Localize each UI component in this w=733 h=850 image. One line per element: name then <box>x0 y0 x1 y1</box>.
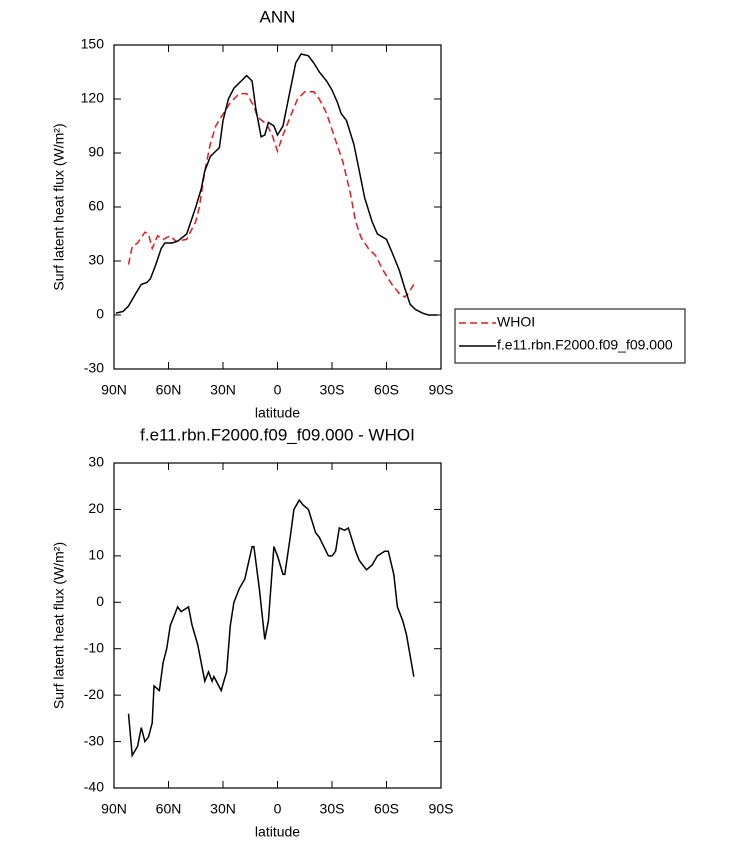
x-tick-label: 60N <box>156 382 182 398</box>
x-tick-label: 0 <box>274 801 282 817</box>
legend: WHOI f.e11.rbn.F2000.f09_f09.000 <box>454 308 686 364</box>
x-tick-label: 90N <box>101 801 127 817</box>
y-tick-label: 60 <box>88 198 104 214</box>
data-line <box>127 91 415 298</box>
legend-box <box>454 308 686 364</box>
x-tick-label: 60S <box>374 801 399 817</box>
y-tick-label: -30 <box>84 732 104 748</box>
y-tick-label: -30 <box>84 360 104 376</box>
legend-label: WHOI <box>497 314 535 330</box>
data-line <box>115 53 438 316</box>
x-axis-label: latitude <box>255 405 300 421</box>
x-tick-label: 30S <box>320 801 345 817</box>
y-axis-label: Surf latent heat flux (W/m²) <box>51 542 67 709</box>
x-tick-label: 60N <box>156 801 182 817</box>
chart-title: f.e11.rbn.F2000.f09_f09.000 - WHOI <box>140 425 415 444</box>
y-axis-label: Surf latent heat flux (W/m²) <box>51 123 67 290</box>
data-line <box>127 498 415 758</box>
y-tick-label: 120 <box>81 90 105 106</box>
x-tick-label: 30S <box>320 382 345 398</box>
x-tick-label: 30N <box>210 382 236 398</box>
plot-frame <box>113 44 442 370</box>
x-axis-label: latitude <box>255 824 300 840</box>
x-tick-label: 60S <box>374 382 399 398</box>
y-tick-label: 30 <box>88 454 104 470</box>
legend-label: f.e11.rbn.F2000.f09_f09.000 <box>497 337 673 353</box>
plot-frame <box>113 462 442 789</box>
y-tick-label: -40 <box>84 779 104 795</box>
y-tick-label: 20 <box>88 500 104 516</box>
x-tick-label: 90S <box>429 382 454 398</box>
y-tick-label: 150 <box>81 36 105 52</box>
y-tick-label: 90 <box>88 144 104 160</box>
y-tick-label: -20 <box>84 686 104 702</box>
chart-title: ANN <box>260 7 296 26</box>
x-tick-label: 30N <box>210 801 236 817</box>
x-tick-label: 0 <box>274 382 282 398</box>
y-tick-label: 0 <box>96 306 104 322</box>
y-tick-label: 30 <box>88 252 104 268</box>
y-tick-label: 10 <box>88 547 104 563</box>
x-tick-label: 90S <box>429 801 454 817</box>
y-tick-label: 0 <box>96 593 104 609</box>
y-tick-label: -10 <box>84 639 104 655</box>
x-tick-label: 90N <box>101 382 127 398</box>
